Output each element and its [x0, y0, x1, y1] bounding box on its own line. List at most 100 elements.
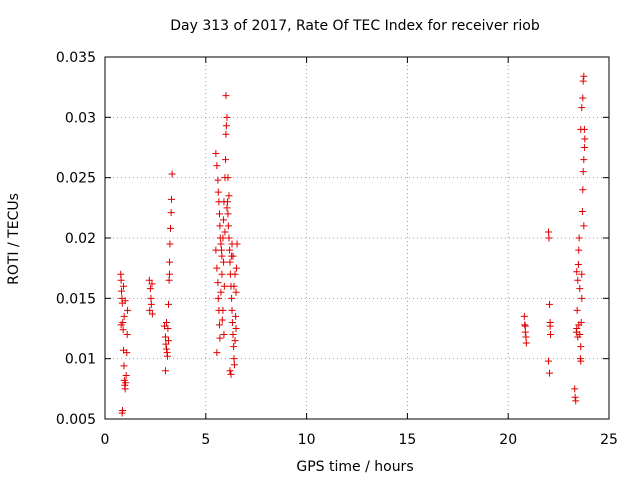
data-point — [120, 362, 128, 370]
data-point — [577, 357, 585, 365]
data-point — [572, 397, 580, 405]
x-tick-label: 20 — [499, 432, 517, 448]
data-point — [146, 285, 154, 293]
data-point — [578, 270, 586, 278]
y-axis-label: ROTI / TECUs — [6, 193, 22, 285]
data-point — [222, 92, 230, 100]
data-point — [546, 369, 554, 377]
chart-title: Day 313 of 2017, Rate Of TEC Index for r… — [170, 18, 540, 34]
x-tick-label: 15 — [398, 432, 416, 448]
data-point — [212, 246, 220, 254]
data-point — [231, 337, 239, 345]
data-point — [220, 258, 228, 266]
data-point — [230, 343, 238, 351]
data-point — [117, 276, 125, 284]
data-point — [228, 306, 236, 314]
data-point — [167, 224, 175, 232]
data-point — [579, 168, 587, 176]
data-point — [226, 258, 234, 266]
axis-ticks: 0 5 10 15 20 25 0.005 0.01 0.015 0.02 0.025 0.03 0.0… — [56, 50, 618, 448]
x-tick-label: 10 — [298, 432, 316, 448]
y-tick-label: 0.015 — [56, 291, 96, 307]
y-tick-label: 0.025 — [56, 171, 96, 187]
data-point — [167, 209, 175, 217]
data-point — [231, 270, 239, 278]
data-point — [216, 210, 224, 218]
data-point — [168, 170, 176, 178]
y-tick-label: 0.035 — [56, 50, 96, 66]
data-point — [574, 333, 582, 341]
data-point — [224, 174, 232, 182]
data-point — [216, 222, 224, 230]
data-point — [165, 300, 173, 308]
data-point — [221, 228, 229, 236]
data-point — [218, 252, 226, 260]
data-point — [146, 306, 154, 314]
data-point — [228, 318, 236, 326]
data-point — [580, 144, 588, 151]
data-point — [578, 207, 586, 215]
data-point — [520, 312, 528, 320]
data-point — [580, 156, 588, 164]
data-point — [120, 312, 128, 320]
data-point — [522, 333, 530, 341]
data-point — [147, 294, 155, 302]
data-point — [219, 306, 227, 314]
data-point — [165, 276, 173, 284]
data-point — [546, 300, 554, 308]
data-point — [575, 246, 583, 254]
data-point — [166, 240, 174, 248]
data-point — [217, 240, 225, 248]
data-point — [165, 337, 173, 345]
data-point — [162, 340, 170, 348]
data-point — [224, 198, 232, 206]
data-point — [545, 357, 553, 365]
data-point — [214, 294, 222, 302]
data-point — [124, 306, 132, 314]
data-point — [581, 135, 589, 143]
data-point — [163, 352, 171, 360]
data-point — [574, 261, 582, 269]
data-point — [573, 325, 581, 332]
data-point — [220, 216, 228, 224]
data-point — [577, 343, 585, 351]
data-point — [546, 322, 554, 330]
data-point — [580, 125, 588, 133]
data-point — [573, 306, 581, 314]
data-point — [575, 321, 583, 329]
data-point — [216, 321, 224, 329]
y-tick-label: 0.005 — [56, 412, 96, 428]
data-point — [214, 188, 222, 196]
data-point — [232, 325, 240, 332]
data-point — [522, 339, 530, 347]
data-point — [220, 331, 228, 339]
data-point — [222, 156, 230, 164]
data-point — [118, 287, 126, 295]
data-point — [578, 294, 586, 302]
data-point — [574, 276, 582, 284]
data-point — [230, 282, 238, 290]
data-point — [123, 331, 131, 339]
data-point — [232, 288, 240, 296]
data-point — [573, 268, 581, 276]
data-point — [225, 192, 233, 200]
data-point — [579, 77, 587, 85]
data-point — [579, 186, 587, 194]
data-point — [230, 361, 238, 369]
data-point — [222, 122, 230, 130]
data-point — [162, 318, 170, 326]
data-point — [161, 367, 169, 375]
data-point — [547, 331, 555, 339]
y-tick-label: 0.03 — [65, 110, 96, 126]
data-point — [223, 204, 231, 212]
data-point — [571, 385, 579, 393]
data-point — [123, 349, 131, 357]
data-point — [162, 345, 170, 353]
data-point — [216, 334, 224, 342]
data-point — [545, 228, 553, 236]
data-point — [226, 246, 234, 254]
data-point — [214, 176, 222, 184]
data-point — [545, 234, 553, 242]
data-point — [145, 276, 153, 284]
x-tick-label: 5 — [201, 432, 210, 448]
